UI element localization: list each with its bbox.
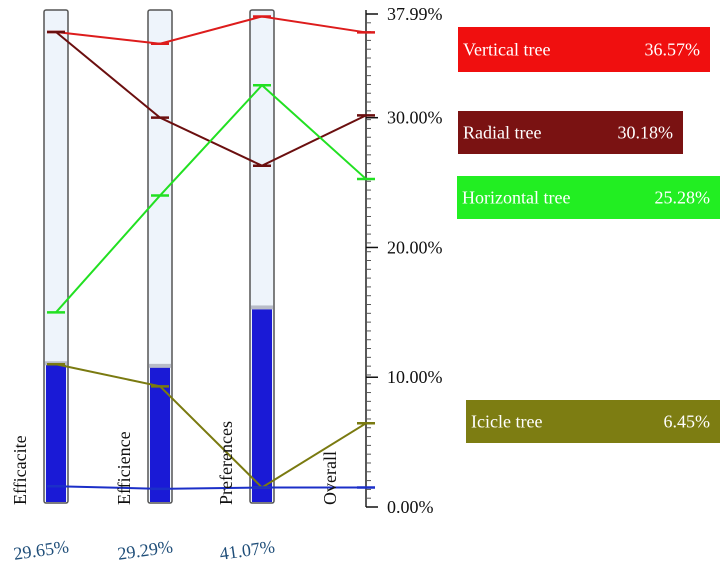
axis-tick-label: 37.99% bbox=[387, 4, 443, 24]
legend-box bbox=[457, 176, 720, 219]
series-lines bbox=[47, 15, 375, 491]
legend-series-value: 25.28% bbox=[655, 188, 711, 208]
series-line bbox=[55, 363, 367, 489]
axis-tick-label: 10.00% bbox=[387, 367, 443, 387]
legend-series-name: Vertical tree bbox=[463, 40, 550, 60]
axis-tick-label: 20.00% bbox=[387, 237, 443, 257]
criterion-bar-fill bbox=[46, 364, 66, 502]
series-line bbox=[55, 15, 367, 45]
legend-series-name: Icicle tree bbox=[471, 412, 542, 432]
legend-series-value: 6.45% bbox=[664, 412, 711, 432]
criterion-bar-fill bbox=[150, 366, 170, 502]
criterion-weight: 29.65% bbox=[12, 536, 70, 564]
criterion-weight: 41.07% bbox=[218, 536, 276, 564]
criterion-bar-cap bbox=[149, 363, 171, 368]
criterion-weight: 29.29% bbox=[116, 536, 174, 564]
legend-series-value: 30.18% bbox=[618, 123, 674, 143]
criterion-bar-cap bbox=[251, 305, 273, 310]
legend-box bbox=[466, 400, 720, 443]
criterion-label: Efficience bbox=[114, 431, 134, 505]
legend-series-value: 36.57% bbox=[645, 40, 701, 60]
series-line bbox=[55, 83, 367, 314]
axis-tick-label: 0.00% bbox=[387, 497, 434, 517]
legend-series-name: Horizontal tree bbox=[462, 188, 570, 208]
legend-series-name: Radial tree bbox=[463, 123, 541, 143]
criterion-bar-fill bbox=[252, 308, 272, 502]
criterion-label: Efficacite bbox=[10, 435, 30, 505]
criterion-label: Overall bbox=[320, 451, 340, 505]
legend-box bbox=[458, 27, 710, 72]
criterion-bars bbox=[43, 9, 275, 504]
axis-tick-label: 30.00% bbox=[387, 108, 443, 128]
legend-box bbox=[458, 111, 683, 154]
legend: Vertical tree 36.57% Radial tree 30.18% Hori… bbox=[457, 27, 720, 443]
series-line bbox=[55, 31, 367, 167]
value-axis: 37.99% 30.00% 20.00% 10.00% 0.00% bbox=[365, 4, 443, 517]
series-line bbox=[55, 485, 366, 490]
criterion-label: Preferences bbox=[216, 421, 236, 505]
